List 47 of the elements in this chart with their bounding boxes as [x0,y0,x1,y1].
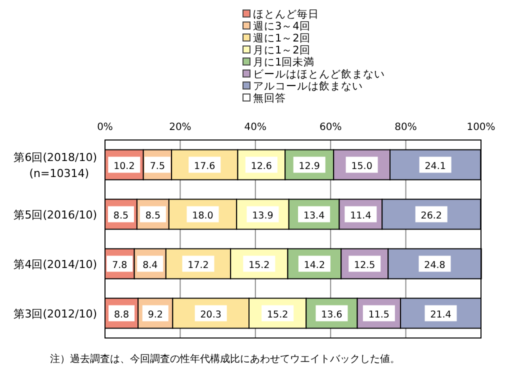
data-label: 24.8 [424,260,446,271]
legend-label: 週に3～4回 [253,20,310,32]
data-label: 20.3 [200,309,222,320]
data-label: 15.2 [248,260,270,271]
x-tick-label: 20% [169,122,192,133]
data-label: 8.5 [113,210,129,222]
data-label: 13.4 [303,210,325,222]
y-tick-label: 第3回(2012/10) [14,307,97,320]
text: 注）過去調査は、今回調査の性年代構成比にあわせてウエイトバックした値。 [50,353,400,365]
data-label: 11.4 [350,210,372,222]
data-label: 26.2 [420,210,442,222]
data-label: 12.9 [298,160,320,172]
data-label: 24.1 [424,160,446,172]
legend-label: アルコールは飲まない [253,80,363,92]
data-label: 14.2 [304,260,326,271]
data-label: 10.2 [114,160,135,172]
x-tick-label: 80% [394,122,417,133]
data-label: 15.2 [267,309,288,320]
data-label: 15.0 [351,160,372,172]
legend-label: 月に1回未満 [253,56,315,68]
data-label: 13.6 [321,309,342,320]
data-label: 13.9 [252,210,274,222]
legend-label: 無回答 [253,92,286,104]
data-label: 17.6 [194,160,216,172]
data-label: 9.2 [148,309,163,320]
data-label: 21.4 [430,309,452,320]
x-tick-label: 60% [319,122,342,133]
data-label: 12.5 [354,260,376,271]
data-label: 7.8 [112,260,128,271]
data-label: 8.5 [145,210,160,222]
x-tick-label: 40% [244,122,267,133]
y-tick-label: 第6回(2018/10) (n=10314) [14,150,97,180]
x-tick-label: 100% [466,122,496,133]
data-label: 8.4 [142,260,158,271]
legend-label: 月に1～2回 [253,44,310,56]
y-tick-label: 第4回(2014/10) [14,258,97,271]
legend-label: ほとんど毎日 [253,8,319,20]
data-label: 11.5 [368,309,390,320]
data-label: 12.6 [250,160,272,172]
legend-label: 週に1～2回 [253,32,310,44]
data-label: 18.0 [192,210,214,222]
data-label: 17.2 [188,260,209,271]
legend-label: ビールはほとんど飲まない [253,68,385,80]
data-label: 7.5 [150,160,166,172]
x-tick-label: 0% [97,122,113,133]
data-label: 8.8 [114,309,130,320]
y-tick-label: 第5回(2016/10) [14,208,97,222]
